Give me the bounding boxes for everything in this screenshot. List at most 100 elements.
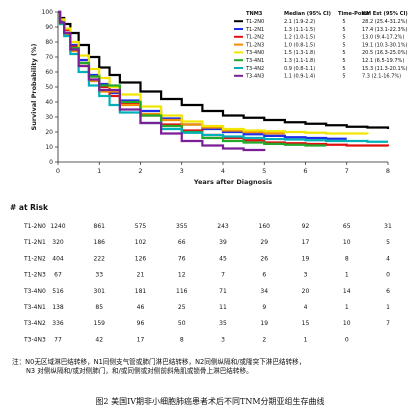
- series-line-t3-4n0: [58, 10, 369, 135]
- at-risk-cell: 1: [386, 304, 390, 311]
- at-risk-cell: 404: [52, 255, 64, 262]
- at-risk-cell: 29: [260, 239, 268, 246]
- x-tick-label: 8: [386, 167, 390, 175]
- at-risk-cell: 6: [386, 288, 390, 295]
- at-risk-cell: 31: [384, 223, 392, 230]
- at-risk-cell: 1: [345, 304, 349, 311]
- at-risk-cell: 9: [262, 304, 266, 311]
- legend-km-est: 19.1 (10.3-30.1%): [362, 42, 407, 48]
- legend-header: Time-Point: [338, 11, 370, 17]
- at-risk-cell: 67: [54, 272, 62, 279]
- legend-median: 1.3 (1.1-1.8): [284, 58, 315, 64]
- at-risk-cell: 7: [386, 320, 390, 327]
- at-risk-cell: 159: [94, 320, 106, 327]
- at-risk-cell: 5: [386, 239, 390, 246]
- figure-caption: 图2 美国IV期非小细胞肺癌患者术后不同TNM分期亚组生存曲线: [95, 397, 325, 406]
- legend-label: T3-4N0: [245, 50, 264, 56]
- legend-median: 2.1 (1.9-2.2): [284, 19, 315, 25]
- at-risk-cell: 10: [343, 239, 351, 246]
- legend-time-point: 5: [342, 74, 345, 80]
- at-risk-cell: 15: [302, 320, 310, 327]
- legend-km-est: 7.3 (2.1-16.7%): [362, 74, 401, 80]
- at-risk-cell: 4: [386, 255, 390, 262]
- at-risk-cell: 39: [219, 239, 227, 246]
- at-risk-cell: 10: [343, 320, 351, 327]
- at-risk-cell: 17: [302, 239, 310, 246]
- legend-median: 1.1 (0.9-1.4): [284, 74, 315, 80]
- at-risk-cell: 320: [52, 239, 64, 246]
- y-tick-label: 0: [49, 159, 53, 166]
- at-risk-cell: 65: [343, 223, 351, 230]
- at-risk-cell: 336: [52, 320, 64, 327]
- y-tick-label: 10: [45, 144, 53, 151]
- at-risk-cell: 45: [219, 255, 227, 262]
- at-risk-cell: 181: [135, 288, 147, 295]
- legend-km-est: 28.2 (25.4-31.2%): [362, 19, 407, 25]
- legend-km-est: 20.5 (16.3-25.0%): [362, 50, 407, 56]
- x-tick-label: 3: [180, 167, 184, 175]
- at-risk-cell: 301: [94, 288, 106, 295]
- at-risk-cell: 516: [52, 288, 64, 295]
- series-line-t3-4n3: [58, 10, 266, 152]
- legend-time-point: 5: [342, 66, 345, 72]
- at-risk-cell: 0: [345, 336, 349, 343]
- y-tick-label: 40: [45, 99, 53, 106]
- at-risk-cell: 71: [219, 288, 227, 295]
- at-risk-cell: 243: [217, 223, 229, 230]
- y-tick-label: 70: [45, 54, 53, 61]
- legend-time-point: 5: [342, 50, 345, 56]
- at-risk-cell: 3: [304, 272, 308, 279]
- at-risk-cell: 21: [137, 272, 145, 279]
- legend-label: T3-4N3: [245, 74, 264, 80]
- y-tick-label: 20: [45, 129, 53, 136]
- legend-median: 0.9 (0.8-1.1): [284, 66, 315, 72]
- at-risk-cell: 96: [137, 320, 145, 327]
- at-risk-row-label: T3-4N0: [23, 288, 46, 295]
- legend-time-point: 5: [342, 19, 345, 25]
- at-risk-cell: 85: [95, 304, 103, 311]
- at-risk-cell: 102: [135, 239, 147, 246]
- at-risk-cell: 19: [302, 255, 310, 262]
- at-risk-cell: 126: [135, 255, 147, 262]
- y-tick-label: 80: [45, 39, 53, 46]
- at-risk-cell: 355: [176, 223, 188, 230]
- legend-median: 1.0 (0.8-1.5): [284, 42, 315, 48]
- footnote-line-2: N3 对侧纵隔和/或对侧肺门，和/或同侧或对侧前斜角肌或锁骨上淋巴结转移。: [26, 367, 253, 375]
- at-risk-cell: 861: [94, 223, 106, 230]
- legend-label: T3-4N1: [245, 58, 264, 64]
- at-risk-title: # at Risk: [10, 203, 49, 212]
- at-risk-row-label: T3-4N1: [23, 304, 46, 311]
- legend-time-point: 5: [342, 58, 345, 64]
- at-risk-cell: 0: [386, 272, 390, 279]
- x-tick-label: 0: [56, 167, 60, 175]
- x-axis-title: Years after Diagnosis: [193, 178, 272, 186]
- at-risk-cell: 8: [180, 336, 184, 343]
- at-risk-cell: 46: [137, 304, 145, 311]
- at-risk-cell: 1240: [50, 223, 65, 230]
- at-risk-row-label: T3-4N3: [23, 336, 46, 343]
- at-risk-cell: 4: [304, 304, 308, 311]
- at-risk-cell: 50: [178, 320, 186, 327]
- series-line-t1-2n1: [58, 10, 347, 140]
- legend-km-est: 12.1 (6.5-19.7%): [362, 58, 404, 64]
- legend-km-est: 13.0 (9.4-17.2%): [362, 35, 404, 41]
- legend-km-est: 17.4 (13.1-22.3%): [362, 27, 407, 33]
- legend-label: T3-4N2: [245, 66, 264, 72]
- at-risk-cell: 7: [221, 272, 225, 279]
- at-risk-cell: 116: [176, 288, 188, 295]
- legend-median: 1.3 (1.1-1.5): [284, 27, 315, 33]
- at-risk-cell: 77: [54, 336, 62, 343]
- at-risk-cell: 222: [94, 255, 106, 262]
- legend-header: KM Est (95% CI): [362, 11, 408, 17]
- at-risk-cell: 14: [343, 288, 351, 295]
- at-risk-cell: 92: [302, 223, 310, 230]
- y-axis-title: Survival Probability (%): [30, 43, 38, 130]
- x-tick-label: 6: [303, 167, 307, 175]
- at-risk-cell: 12: [178, 272, 186, 279]
- at-risk-cell: 186: [94, 239, 106, 246]
- y-tick-label: 30: [45, 114, 53, 121]
- x-tick-label: 1: [97, 167, 101, 175]
- legend-header: TNM3: [246, 11, 263, 17]
